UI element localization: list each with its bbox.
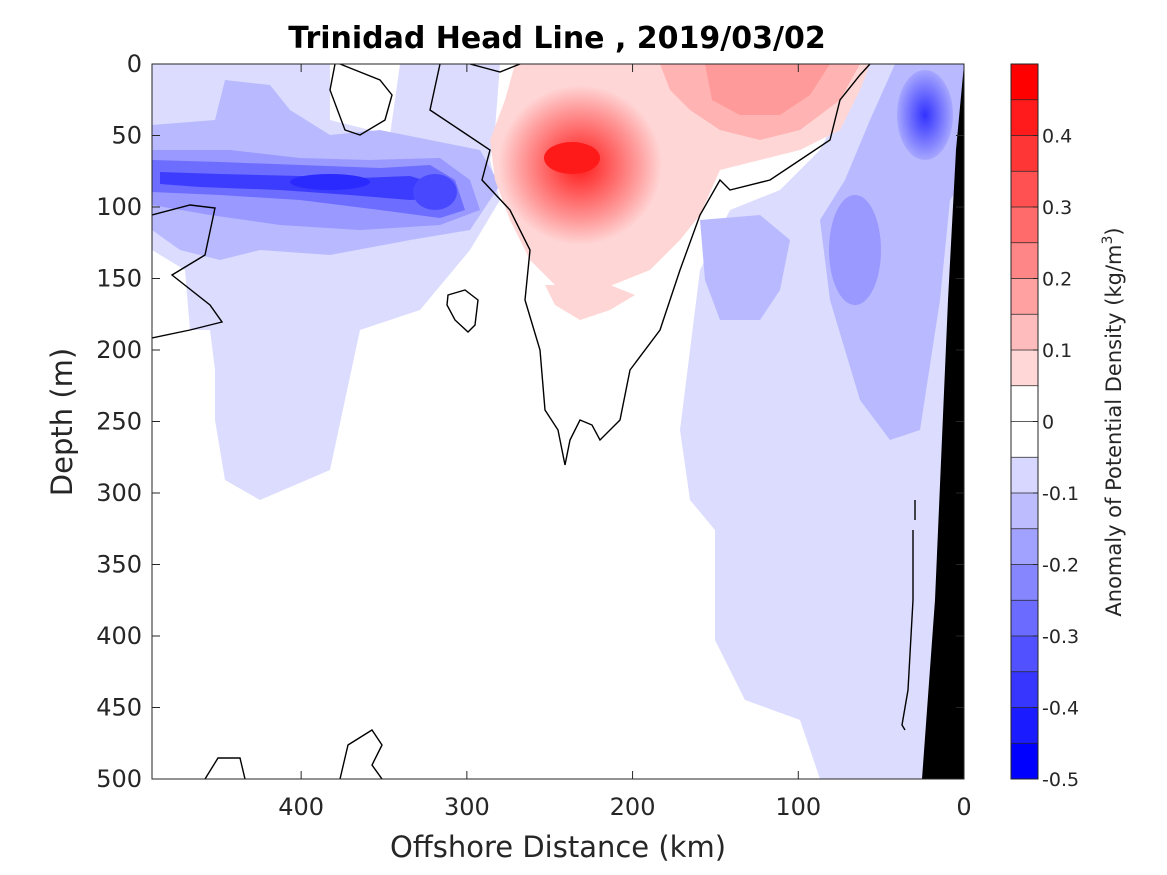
colorbar-swatch (1011, 171, 1038, 208)
y-tick-label: 150 (96, 265, 142, 293)
y-tick-label: 400 (96, 622, 142, 650)
zero-contour-deep-left (204, 729, 383, 779)
cold-anomaly-core-center (290, 174, 370, 190)
y-tick-label: 100 (96, 193, 142, 221)
warm-anomaly-center (544, 142, 600, 174)
y-tick-label: 350 (96, 551, 142, 579)
y-tick-label: 50 (111, 122, 142, 150)
colorbar-swatch (1011, 671, 1038, 708)
colorbar-swatch (1011, 350, 1038, 387)
nearshore-mid-depth-cold-pocket (829, 195, 881, 305)
colorbar-swatch (1011, 385, 1038, 422)
colorbar (1011, 64, 1038, 780)
colorbar-swatch (1011, 600, 1038, 637)
x-axis-label: Offshore Distance (km) (390, 830, 726, 864)
colorbar-ticks: 0.4 0.3 0.2 0.1 0 -0.1 -0.2 -0.3 -0.4 -0.5 (1033, 126, 1079, 791)
colorbar-swatch (1011, 99, 1038, 136)
colorbar-swatch (1011, 457, 1038, 494)
colorbar-label-superscript: 3 (1100, 236, 1116, 245)
zero-contour-nearshore (901, 500, 916, 731)
zero-contour-small-loop (446, 289, 479, 333)
colorbar-swatch (1011, 421, 1038, 458)
warm-surface-core (705, 64, 830, 115)
colorbar-label-main: Anomaly of Potential Density (kg/m (1102, 245, 1126, 617)
colorbar-tick-label: -0.1 (1042, 483, 1079, 505)
colorbar-swatch (1011, 242, 1038, 279)
zero-contour-offshore (152, 204, 224, 339)
warm-deep-tongue (545, 285, 635, 320)
plot-area (152, 64, 964, 779)
colorbar-swatch (1011, 135, 1038, 172)
colorbar-tick-label: 0.1 (1042, 340, 1072, 362)
x-axis-ticks: 400 300 200 100 0 (278, 64, 972, 821)
colorbar-label: Anomaly of Potential Density (kg/m3) (1100, 227, 1126, 616)
colorbar-tick-label: -0.3 (1042, 626, 1079, 648)
x-tick-label: 400 (278, 793, 324, 821)
colorbar-swatch (1011, 314, 1038, 351)
colorbar-swatch (1011, 493, 1038, 530)
x-tick-label: 300 (444, 793, 490, 821)
colorbar-tick-label: -0.5 (1042, 769, 1079, 791)
colorbar-tick-label: 0.4 (1042, 126, 1072, 148)
y-tick-label: 450 (96, 694, 142, 722)
colorbar-swatch (1011, 707, 1038, 744)
y-axis-label: Depth (m) (45, 348, 79, 496)
zero-contour-main (429, 64, 871, 466)
zero-contours (152, 64, 916, 779)
colorbar-tick-label: -0.2 (1042, 555, 1079, 577)
colorbar-swatch (1011, 64, 1038, 101)
y-tick-label: 200 (96, 336, 142, 364)
y-tick-label: 250 (96, 408, 142, 436)
colorbar-swatch (1011, 528, 1038, 565)
colorbar-tick-label: 0.2 (1042, 269, 1072, 291)
colorbar-tick-label: 0.3 (1042, 197, 1072, 219)
zero-contour-surface-left (329, 64, 393, 136)
colorbar-label-close: ) (1102, 227, 1126, 235)
colorbar-swatch (1011, 564, 1038, 601)
offshore-center-negative-region (700, 215, 790, 320)
colorbar-swatch (1011, 278, 1038, 315)
colorbar-swatch (1011, 207, 1038, 244)
colorbar-swatch (1011, 743, 1038, 780)
colorbar-tick-label: 0 (1042, 412, 1054, 434)
colorbar-tick-label: -0.4 (1042, 698, 1079, 720)
chart-title: Trinidad Head Line , 2019/03/02 (288, 21, 825, 56)
x-tick-label: 200 (610, 793, 656, 821)
y-axis-ticks: 0 50 100 150 200 250 300 350 400 450 500 (96, 50, 964, 793)
x-tick-label: 100 (775, 793, 821, 821)
continental-shelf (922, 64, 964, 779)
y-tick-label: 500 (96, 765, 142, 793)
y-tick-label: 300 (96, 479, 142, 507)
cold-anomaly-secondary-core (413, 174, 457, 210)
x-tick-label: 0 (956, 793, 971, 821)
colorbar-swatch (1011, 636, 1038, 673)
nearshore-cold-core (897, 70, 953, 160)
y-tick-label: 0 (127, 50, 142, 78)
